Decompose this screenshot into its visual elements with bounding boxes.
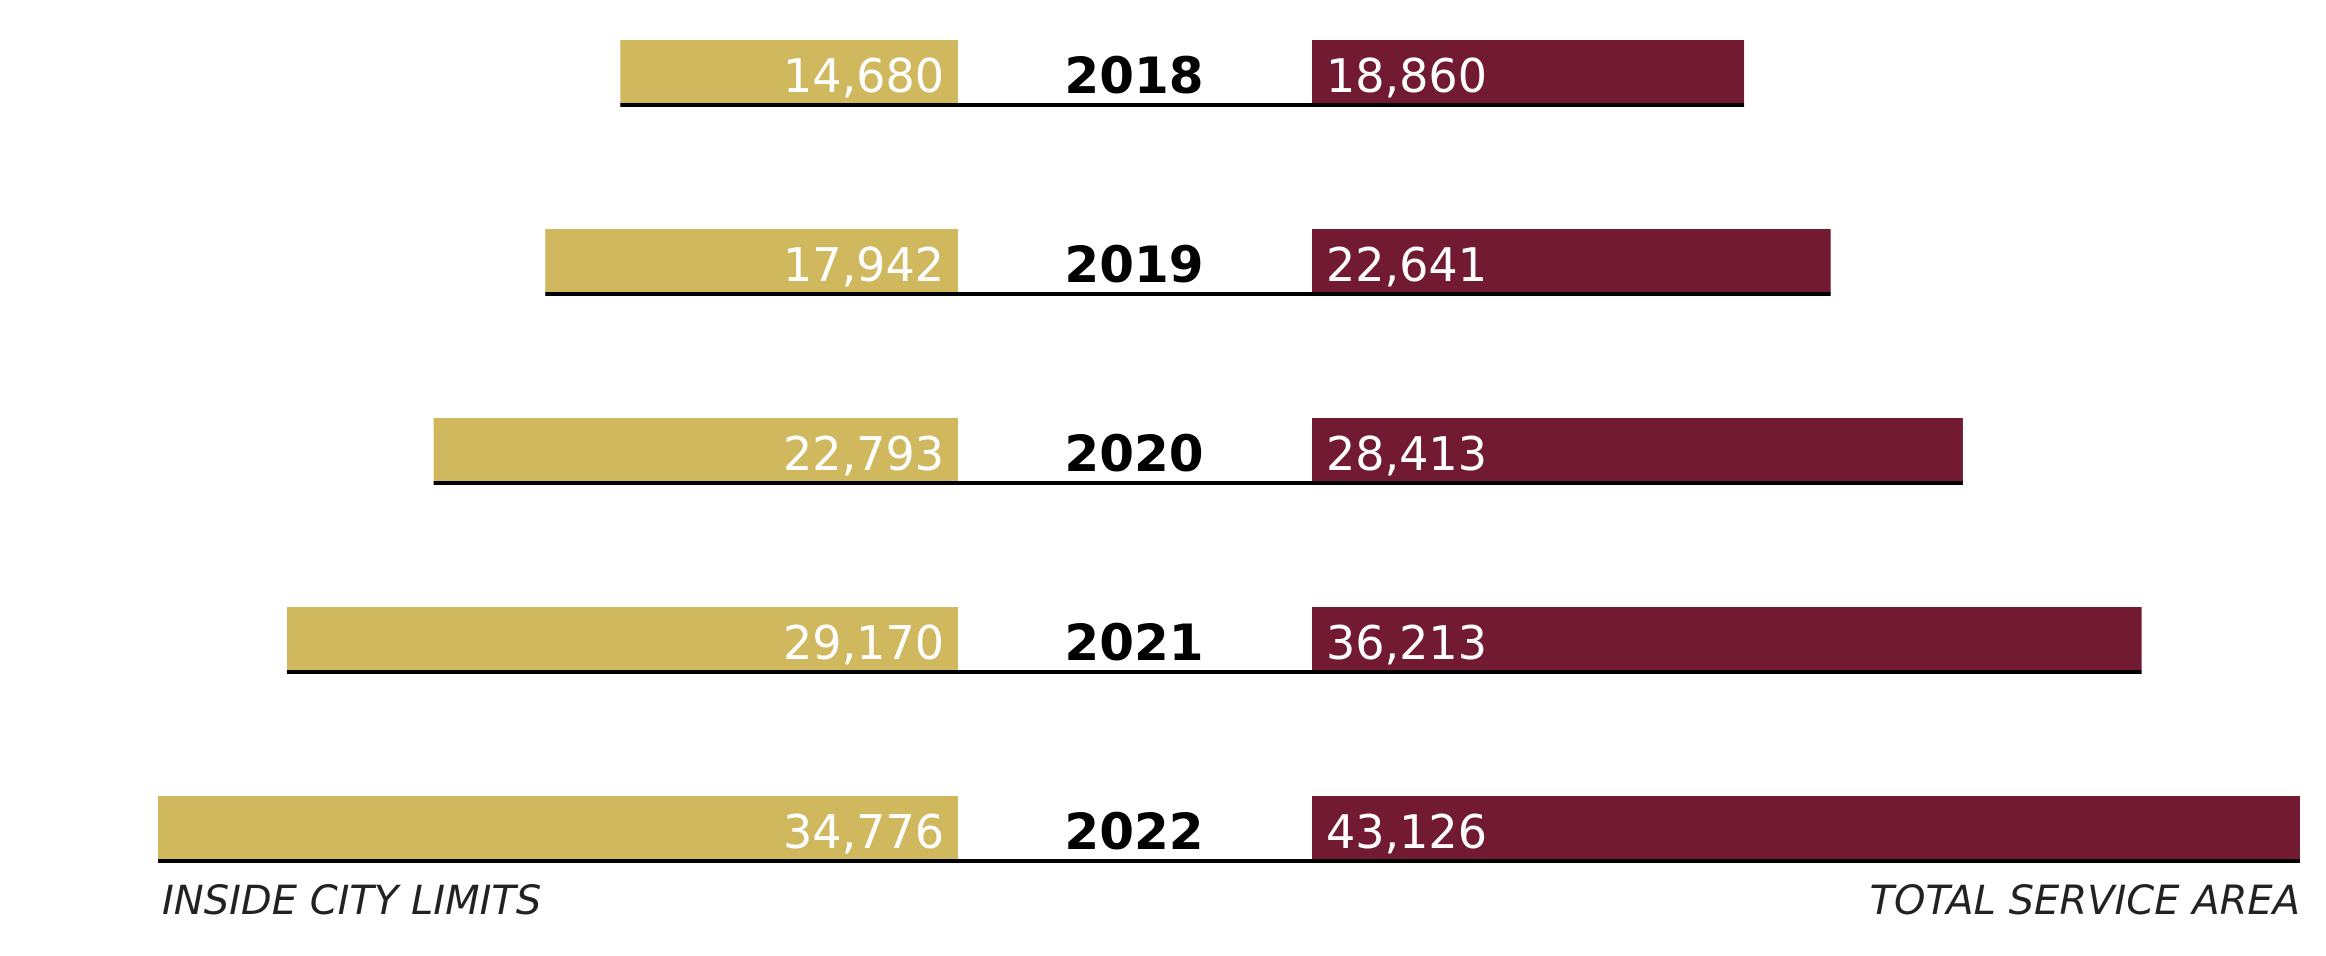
value-label-total-service-2021: 36,213 (1326, 616, 1487, 670)
value-label-total-service-2020: 28,413 (1326, 427, 1487, 481)
bar-inside-city-2018 (620, 40, 958, 104)
value-label-inside-city-2022: 34,776 (783, 805, 944, 859)
bar-inside-city-2019 (545, 229, 958, 293)
value-label-inside-city-2018: 14,680 (783, 49, 944, 103)
bar-inside-city-2021 (286, 607, 958, 671)
bar-total-service-2019 (1312, 229, 1831, 293)
bar-total-service-2021 (1312, 607, 2142, 671)
bar-total-service-2020 (1312, 418, 1963, 482)
value-label-total-service-2019: 22,641 (1326, 238, 1487, 292)
year-label-2018: 2018 (1064, 47, 1203, 105)
year-label-2020: 2020 (1064, 425, 1203, 483)
bar-total-service-2022 (1312, 796, 2300, 860)
year-label-2019: 2019 (1064, 236, 1203, 294)
year-label-2021: 2021 (1064, 614, 1203, 672)
bar-total-service-2018 (1312, 40, 1745, 104)
value-label-total-service-2022: 43,126 (1326, 805, 1487, 859)
value-label-inside-city-2021: 29,170 (783, 616, 944, 670)
value-label-inside-city-2020: 22,793 (783, 427, 944, 481)
left-series-caption: INSIDE CITY LIMITS (162, 878, 542, 924)
value-label-inside-city-2019: 17,942 (783, 238, 944, 292)
right-series-caption: TOTAL SERVICE AREA (1869, 878, 2300, 924)
bar-inside-city-2022 (158, 796, 958, 860)
bar-inside-city-2020 (433, 418, 958, 482)
value-label-total-service-2018: 18,860 (1326, 49, 1487, 103)
year-label-2022: 2022 (1064, 803, 1203, 861)
